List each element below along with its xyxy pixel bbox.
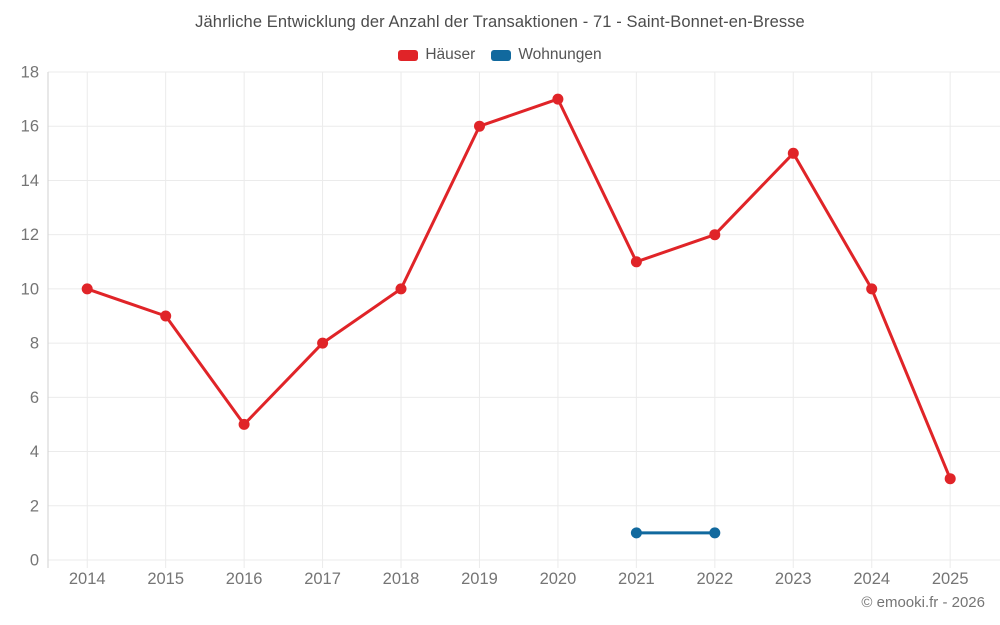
data-point-häuser [709, 229, 721, 241]
data-point-häuser [238, 418, 250, 430]
legend-label-hauser: Häuser [425, 46, 476, 63]
x-tick-label: 2018 [383, 570, 420, 588]
y-tick-label: 10 [21, 280, 39, 298]
y-tick-label: 18 [21, 64, 39, 82]
data-point-häuser [317, 337, 329, 349]
y-tick-label: 12 [21, 226, 39, 244]
x-tick-label: 2022 [696, 570, 733, 588]
x-tick-label: 2021 [618, 570, 655, 588]
y-tick-label: 0 [30, 552, 39, 570]
data-point-häuser [787, 147, 799, 159]
x-tick-label: 2019 [461, 570, 498, 588]
data-point-häuser [474, 120, 485, 132]
chart-title: Jährliche Entwicklung der Anzahl der Tra… [195, 13, 805, 31]
legend-swatch-hauser-icon [398, 49, 419, 61]
legend-swatch-wohnungen-icon [491, 49, 512, 61]
data-point-häuser [630, 256, 642, 268]
y-tick-label: 16 [21, 118, 39, 136]
y-tick-label: 4 [30, 443, 39, 461]
x-tick-label: 2025 [932, 570, 969, 588]
x-tick-label: 2014 [69, 570, 106, 588]
data-point-häuser [160, 310, 172, 322]
legend-item-hauser[interactable]: Häuser [398, 46, 475, 64]
y-tick-label: 6 [30, 389, 39, 407]
series-line-häuser [85, 97, 952, 481]
data-point-wohnungen [709, 527, 721, 539]
y-tick-label: 8 [30, 335, 39, 353]
data-point-häuser [944, 473, 956, 485]
data-point-wohnungen [630, 527, 642, 539]
x-tick-label: 2020 [540, 570, 577, 588]
copyright: © emooki.fr - 2026 [861, 594, 985, 611]
data-point-häuser [81, 283, 93, 295]
legend-label-wohnungen: Wohnungen [518, 46, 602, 63]
data-point-häuser [552, 93, 564, 105]
x-tick-label: 2015 [147, 570, 184, 588]
x-tick-label: 2016 [226, 570, 263, 588]
x-tick-label: 2023 [775, 570, 812, 588]
x-tick-label: 2024 [853, 570, 890, 588]
chart-legend: Häuser Wohnungen [0, 46, 1000, 64]
data-point-häuser [866, 283, 878, 295]
data-point-häuser [395, 283, 407, 295]
y-tick-label: 2 [30, 497, 39, 515]
x-tick-label: 2017 [304, 570, 341, 588]
legend-item-wohnungen[interactable]: Wohnungen [491, 46, 602, 64]
y-tick-label: 14 [21, 172, 39, 190]
